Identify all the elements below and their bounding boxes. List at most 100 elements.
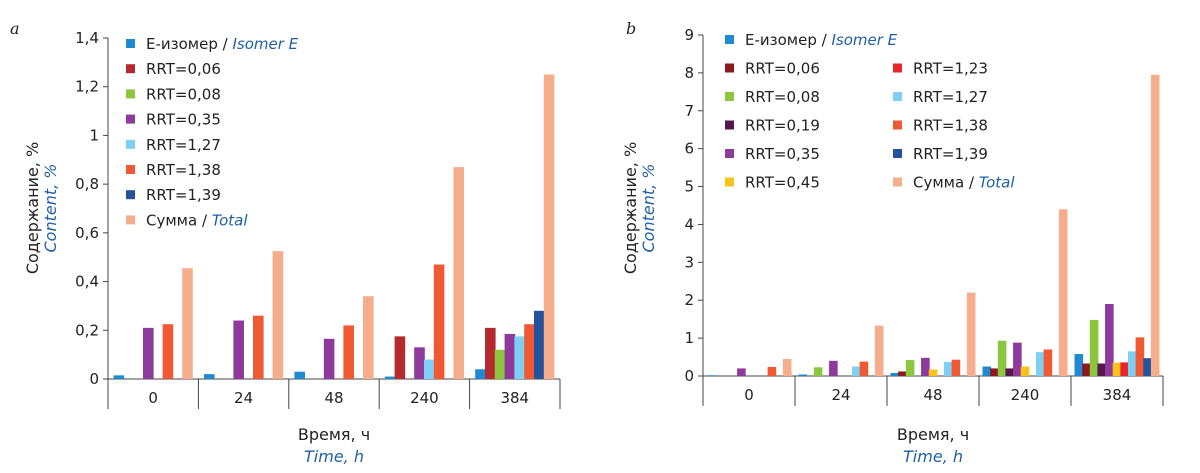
legend-swatch	[893, 149, 902, 158]
legend-swatch	[126, 89, 135, 99]
legend-label-ru: RRT=0,35	[146, 111, 221, 129]
bar	[898, 371, 907, 376]
legend-label-ru: RRT=0,19	[745, 117, 820, 135]
legend-label-ru: RRT=1,39	[913, 145, 988, 163]
legend-swatch	[126, 64, 135, 74]
y-tick-label: 7	[684, 102, 694, 120]
legend-swatch	[725, 35, 734, 44]
y-tick-label: 2	[684, 291, 694, 309]
legend-swatch	[893, 63, 902, 73]
legend-swatch	[893, 92, 902, 101]
legend-label-en: Total	[212, 211, 249, 229]
bar	[1020, 366, 1030, 376]
legend-swatch	[893, 177, 902, 187]
legend-label: RRT=0,08	[745, 88, 820, 106]
y-tick-label: 9	[684, 26, 694, 44]
y-tick-label: 1	[89, 126, 99, 144]
bar	[1150, 74, 1160, 377]
legend-label: RRT=1,39	[913, 145, 988, 163]
legend-label-ru: RRT=1,38	[146, 161, 221, 179]
legend-label: RRT=0,35	[146, 111, 221, 129]
bar	[1082, 363, 1091, 376]
x-tick-label: 384	[500, 389, 529, 407]
legend-label-ru: RRT=0,35	[745, 145, 820, 163]
bar	[982, 366, 992, 376]
legend-swatch	[725, 177, 734, 187]
bar	[928, 369, 938, 376]
bar	[272, 251, 284, 379]
x-tick-label: 0	[744, 386, 754, 404]
bar	[829, 360, 838, 376]
bar	[143, 327, 154, 379]
legend-separator: /	[218, 35, 233, 53]
y-tick-label: 0,6	[75, 224, 99, 242]
bar	[433, 264, 445, 379]
legend-label: RRT=0,45	[745, 174, 820, 192]
bar	[997, 340, 1007, 376]
y-axis-title-en: Content, %	[41, 163, 60, 252]
legend-label: Сумма / Total	[146, 211, 248, 229]
legend-label-ru: RRT=1,27	[913, 88, 988, 106]
bar	[494, 349, 506, 379]
y-tick-label: 0,4	[75, 273, 99, 291]
y-tick-label: 0	[684, 367, 694, 385]
y-tick-label: 6	[684, 140, 694, 158]
bar	[414, 347, 425, 379]
legend-label: RRT=1,39	[146, 186, 221, 204]
bar	[253, 315, 264, 379]
bar	[1097, 363, 1107, 376]
legend-label: Е-изомер / Isomer E	[146, 35, 299, 53]
legend-swatch	[126, 39, 135, 48]
bar	[524, 324, 535, 379]
bar	[504, 333, 516, 379]
legend-label-ru: Сумма	[913, 174, 964, 192]
legend-label-ru: RRT=0,06	[745, 60, 820, 78]
y-tick-label: 4	[684, 215, 694, 233]
legend-label-ru: Е-изомер	[745, 31, 817, 49]
legend-label: RRT=0,06	[146, 60, 221, 78]
bar	[204, 374, 215, 379]
chart-panel-a: a 0 0,2 0,4 0,6 0,8 1 1,2 1,4 0 24 48 240 384 Содержан…	[10, 19, 561, 466]
y-tick-label: 1,2	[75, 78, 99, 96]
bar	[424, 359, 435, 379]
panel-label: a	[10, 19, 20, 38]
legend-swatch	[126, 139, 135, 149]
legend-swatch	[725, 92, 734, 101]
y-tick-label: 3	[684, 253, 694, 271]
bar	[343, 325, 354, 379]
legend-swatch	[725, 120, 734, 130]
bar	[384, 376, 396, 379]
legend-label: RRT=0,19	[745, 117, 820, 135]
bar	[798, 374, 808, 376]
legend-separator: /	[817, 31, 832, 49]
bar	[966, 292, 976, 376]
bar	[363, 296, 374, 379]
legend-swatch	[126, 190, 135, 200]
legend-label-en: Isomer E	[831, 31, 897, 49]
y-tick-label: 8	[684, 64, 694, 82]
panel-label: b	[626, 19, 636, 38]
bar	[1058, 209, 1068, 376]
y-axis-title-en: Content, %	[639, 163, 658, 252]
bar	[767, 366, 777, 376]
y-axis-title: Содержание, %	[621, 142, 640, 274]
legend-label: RRT=1,27	[913, 88, 988, 106]
legend-label-ru: RRT=1,39	[146, 186, 221, 204]
bar	[1135, 337, 1145, 376]
y-tick-label: 1	[684, 329, 694, 347]
x-tick-label: 384	[1103, 386, 1132, 404]
legend-separator: /	[964, 174, 979, 192]
bar	[1105, 304, 1114, 376]
legend-label-ru: RRT=0,08	[146, 85, 221, 103]
legend-label-en: Total	[979, 174, 1016, 192]
legend-separator: /	[197, 211, 212, 229]
bar	[951, 359, 961, 376]
x-tick-label: 48	[923, 386, 942, 404]
bar	[990, 368, 999, 376]
legend-label: RRT=1,38	[146, 161, 221, 179]
y-tick-label: 0,2	[75, 321, 99, 339]
bar	[874, 325, 884, 376]
bar	[1120, 362, 1129, 376]
bar	[813, 367, 823, 376]
